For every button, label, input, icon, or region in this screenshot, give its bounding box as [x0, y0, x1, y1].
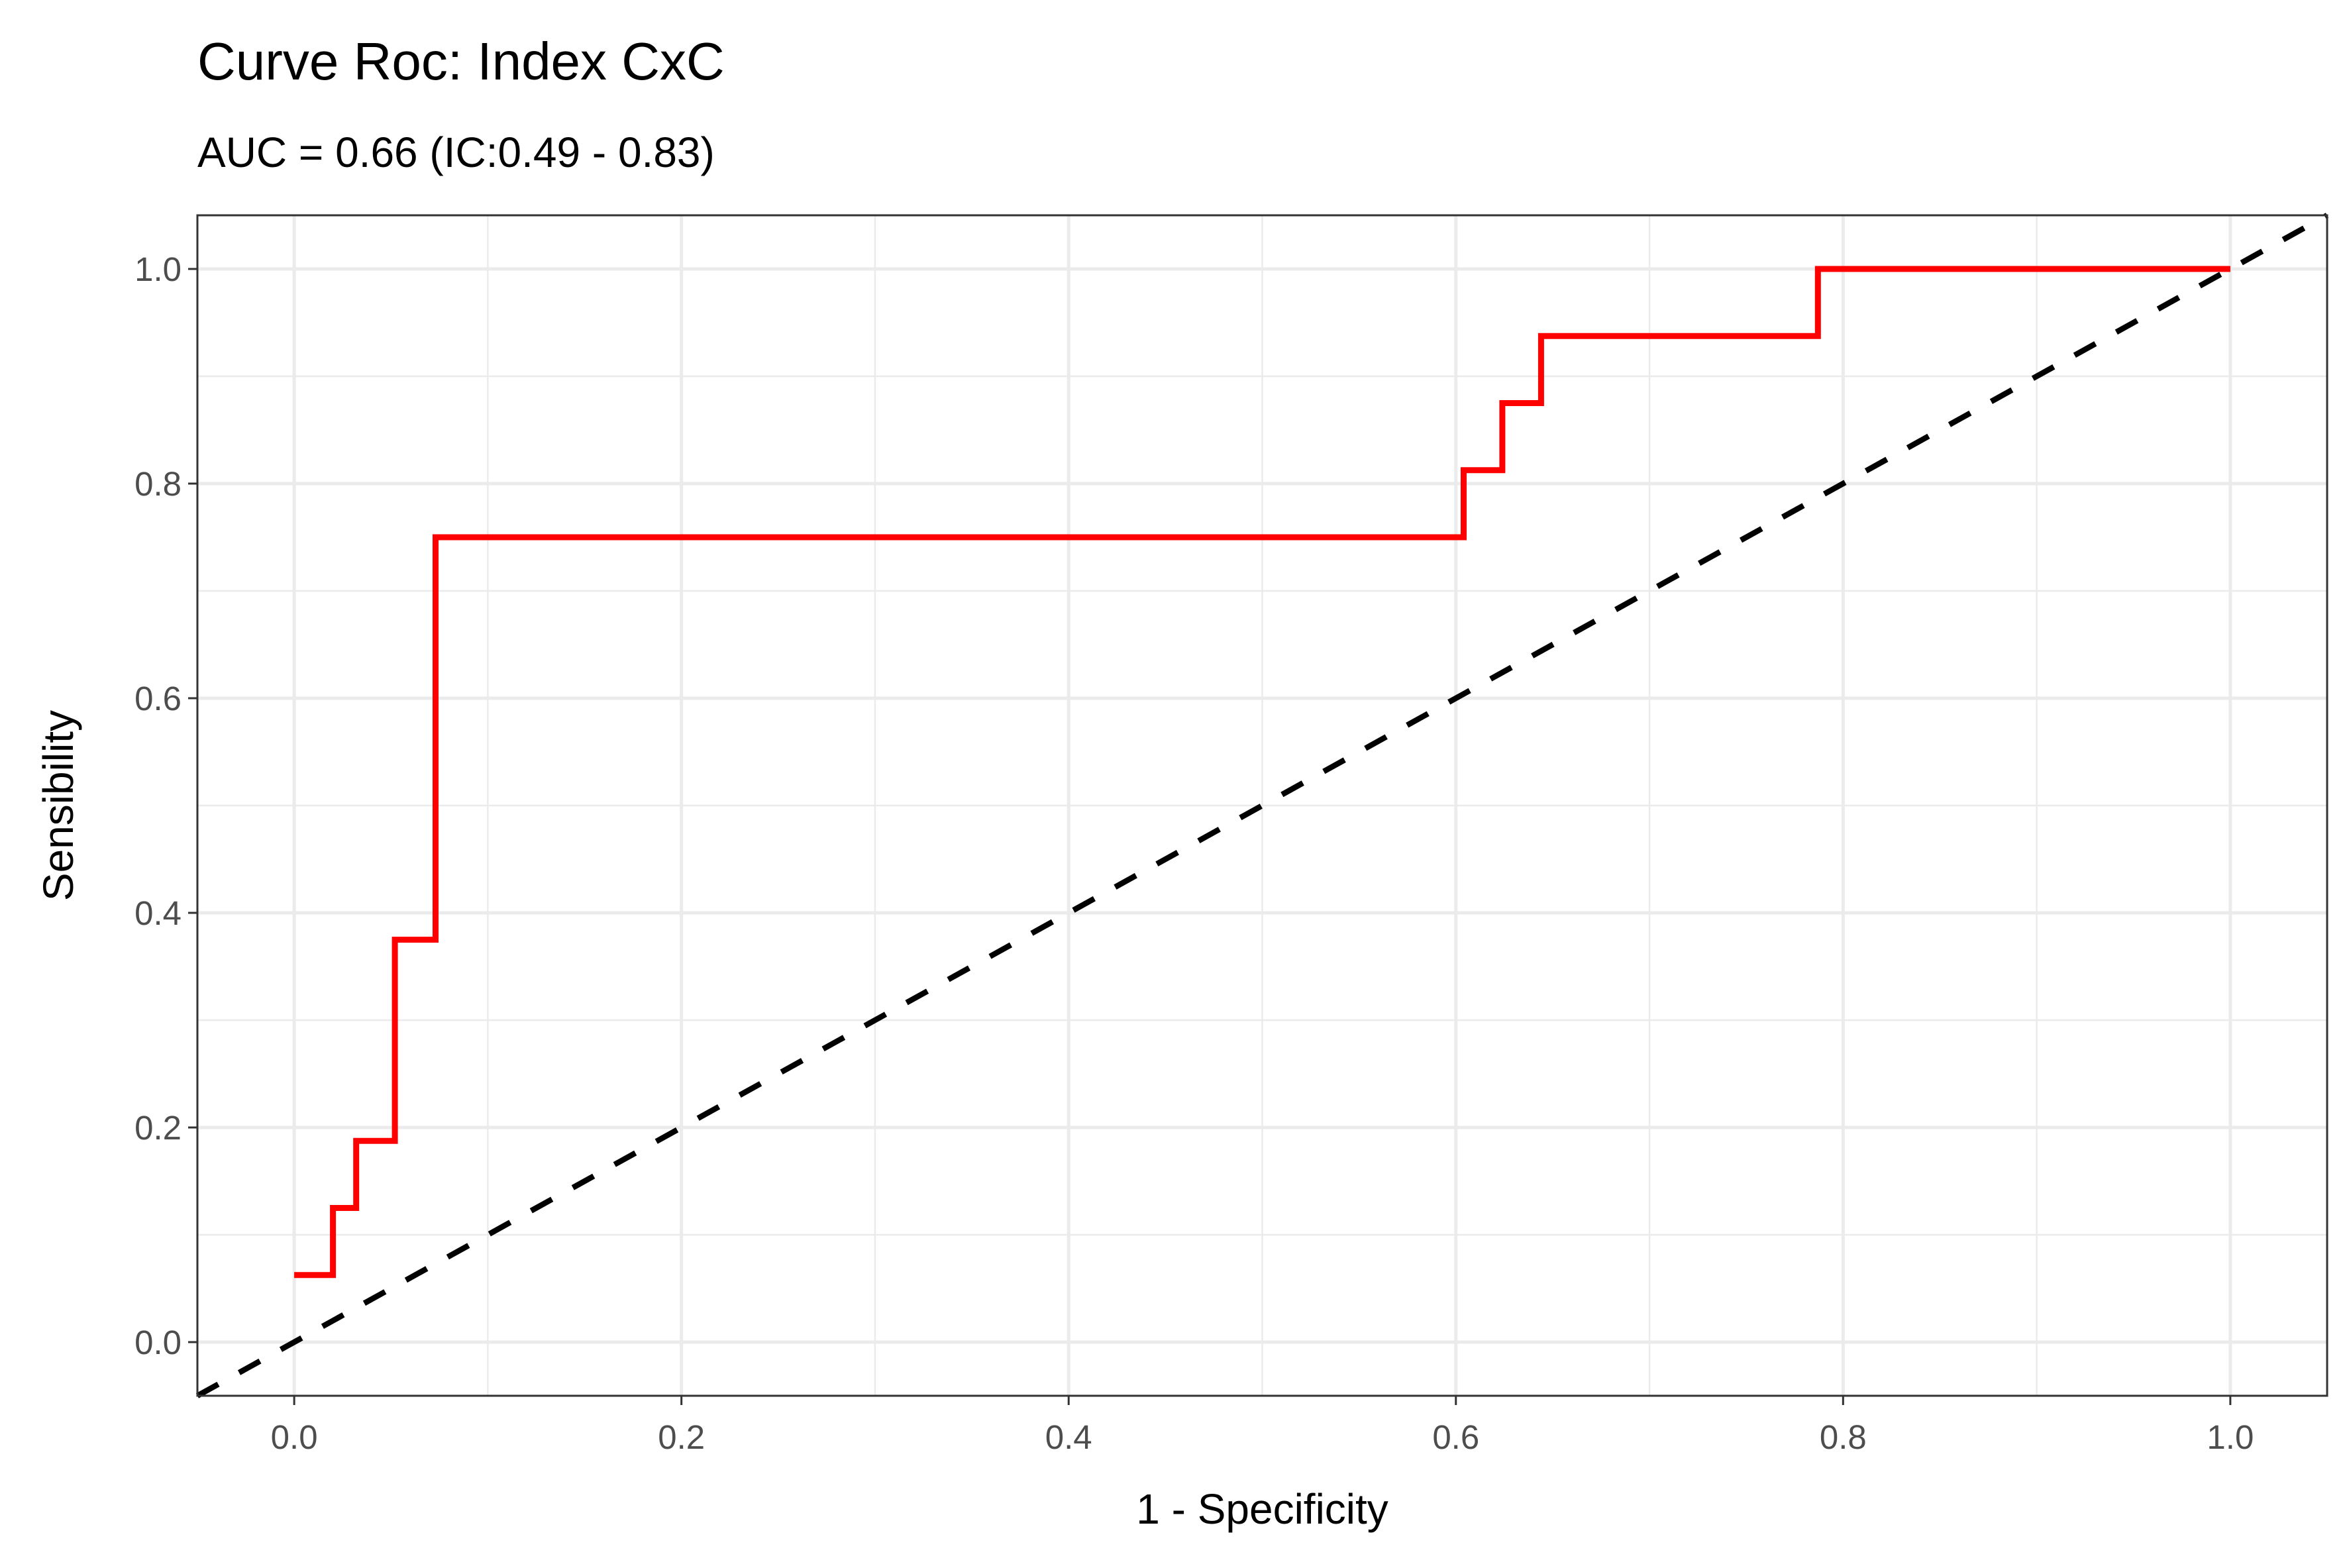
plot-border: [196, 214, 2328, 1397]
y-tick-label: 1.0: [134, 250, 182, 288]
y-tick-label: 0.8: [134, 465, 182, 503]
y-axis-ticks: 0.0 0.2 0.4 0.6 0.8 1.0: [134, 250, 197, 1361]
x-axis-ticks: 0.0 0.2 0.4 0.6 0.8 1.0: [271, 1396, 2254, 1456]
y-tick-label: 0.0: [134, 1324, 182, 1361]
x-tick-label: 0.4: [1045, 1418, 1092, 1456]
major-gridlines: [197, 215, 2327, 1396]
x-tick-label: 0.2: [658, 1418, 705, 1456]
chart-subtitle: AUC = 0.66 (IC:0.49 - 0.83): [197, 129, 715, 176]
x-axis-title: 1 - Specificity: [1136, 1485, 1388, 1533]
minor-gridlines: [197, 215, 2327, 1396]
roc-curve-line: [294, 266, 2230, 1279]
x-tick-label: 0.0: [271, 1418, 318, 1456]
y-tick-label: 0.4: [134, 894, 182, 932]
x-tick-label: 0.8: [1820, 1418, 1867, 1456]
series-layer: [195, 213, 2329, 1398]
chart-title: Curve Roc: Index CxC: [197, 32, 725, 91]
x-tick-label: 1.0: [2207, 1418, 2254, 1456]
y-axis-title: Sensibility: [34, 710, 82, 901]
x-tick-label: 0.6: [1432, 1418, 1479, 1456]
y-tick-label: 0.6: [134, 680, 182, 717]
y-tick-label: 0.2: [134, 1109, 182, 1147]
